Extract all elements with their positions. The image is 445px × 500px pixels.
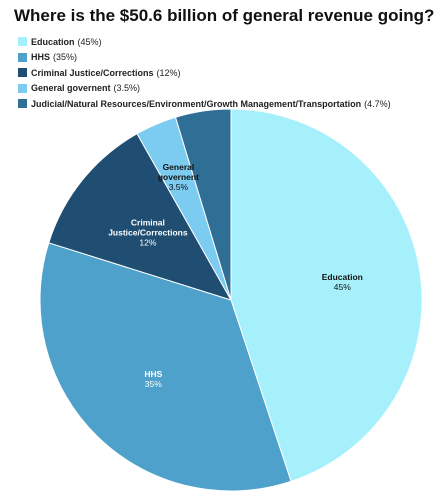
chart-title: Where is the $50.6 billion of general re… (14, 6, 435, 25)
legend-item-hhs: HHS (35%) (18, 50, 391, 66)
legend-label: Judicial/Natural Resources/Environment/G… (31, 98, 362, 109)
legend-value: (35%) (53, 52, 78, 63)
legend-swatch (18, 99, 27, 109)
slice-label-general-governent: General governent 3.5% (158, 162, 199, 192)
legend-item-general-government: General governent (3.5%) (18, 81, 391, 97)
legend-swatch (18, 37, 27, 47)
legend-swatch (18, 83, 27, 93)
pie-slice-criminal-justice-corrections (48, 133, 233, 301)
legend-swatch (18, 68, 27, 78)
legend: Education (45%) HHS (35%) Criminal Justi… (18, 34, 391, 112)
legend-item-criminal-justice: Criminal Justice/Corrections (12%) (18, 65, 391, 81)
legend-label: General governent (31, 83, 111, 94)
slice-label-hhs: HHS 35% (144, 369, 162, 389)
legend-item-judicial: Judicial/Natural Resources/Environment/G… (18, 96, 391, 112)
legend-value: (3.5%) (113, 83, 141, 94)
legend-item-education: Education (45%) (18, 34, 391, 50)
pie-slice-education (230, 108, 423, 482)
legend-label: Education (31, 36, 75, 47)
legend-value: (4.7%) (364, 98, 391, 109)
slice-label-education: Education 45% (322, 272, 363, 292)
legend-label: Criminal Justice/Corrections (31, 67, 154, 78)
pie-slice-judicial-natural-resources-environment-growth-management-transportation (174, 108, 232, 301)
legend-value: (45%) (77, 36, 102, 47)
legend-swatch (18, 52, 27, 62)
pie-slice-hhs (39, 242, 292, 492)
legend-value: (12%) (156, 67, 181, 78)
legend-label: HHS (31, 52, 51, 63)
slice-label-criminal-justice-corrections: Criminal Justice/Corrections 12% (108, 218, 188, 248)
